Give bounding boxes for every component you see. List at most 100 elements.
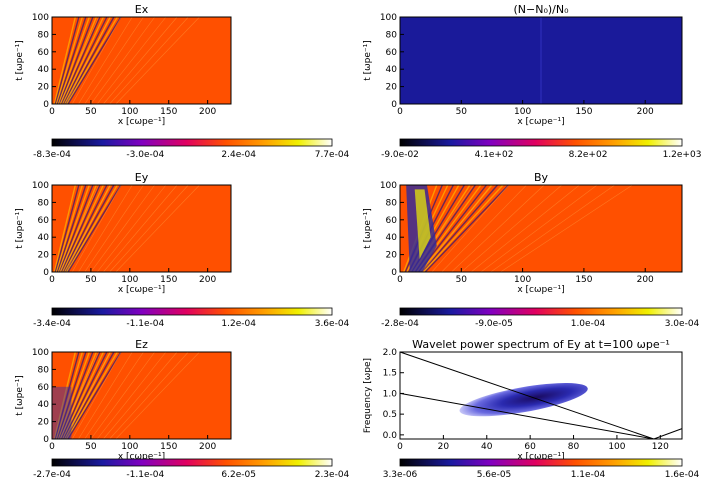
- colorbar-label: 3.6e-04: [315, 319, 350, 329]
- y-tick-label: 1.0: [383, 389, 398, 399]
- x-tick-label: 40: [481, 442, 493, 452]
- y-axis-label: t [ωpe⁻¹]: [363, 40, 373, 81]
- colorbar-label: -8.3e-04: [33, 150, 71, 160]
- panel-title: (N−N₀)/N₀: [513, 3, 569, 16]
- x-tick-label: 200: [199, 275, 216, 285]
- x-axis-label: x [cωpe⁻¹]: [118, 452, 165, 462]
- y-tick-label: 0.5: [383, 410, 397, 420]
- y-tick-label: 40: [38, 65, 50, 75]
- x-tick-label: 150: [160, 275, 177, 285]
- y-tick-label: 60: [386, 216, 398, 226]
- y-tick-label: 20: [38, 251, 50, 261]
- y-tick-label: 0: [391, 268, 397, 278]
- colorbar-label: 2.4e-04: [221, 150, 256, 160]
- colorbar: [51, 138, 333, 147]
- wave-pattern: [403, 184, 633, 273]
- panel-title: Ey: [135, 171, 149, 184]
- y-tick-label: 0: [43, 100, 49, 110]
- x-tick-label: 80: [568, 442, 580, 452]
- panel-title: Wavelet power spectrum of Ey at t=100 ωp…: [412, 338, 670, 351]
- wave-pattern: [53, 16, 200, 105]
- x-tick-label: 100: [121, 275, 138, 285]
- y-tick-label: 0: [43, 435, 49, 445]
- y-tick-label: 60: [38, 216, 50, 226]
- colorbar-label: 5.6e-05: [477, 470, 512, 480]
- plot-frame: [51, 184, 232, 273]
- x-tick-label: 100: [514, 275, 531, 285]
- y-tick-label: 40: [386, 65, 398, 75]
- y-axis-label: Frequency [ωpe]: [363, 358, 373, 433]
- colorbar-label: 3.0e-04: [665, 319, 700, 329]
- colorbar-label: 1.2e-04: [221, 319, 256, 329]
- colorbar: [51, 458, 333, 467]
- colorbar: [399, 307, 683, 316]
- y-tick-label: 20: [38, 83, 50, 93]
- x-tick-label: 100: [514, 107, 531, 117]
- colorbar-label: 1.2e+03: [663, 150, 702, 160]
- x-tick-label: 150: [160, 442, 177, 452]
- colorbar-label: -9.0e-02: [381, 150, 419, 160]
- y-tick-label: 100: [380, 181, 397, 191]
- x-tick-label: 0: [397, 275, 403, 285]
- x-tick-label: 50: [456, 275, 468, 285]
- y-tick-label: 80: [38, 198, 50, 208]
- panel-title: By: [534, 171, 549, 184]
- x-tick-label: 120: [652, 442, 669, 452]
- plot-frame: [399, 184, 683, 273]
- y-tick-label: 100: [32, 13, 49, 23]
- colorbar-label: 6.2e-05: [221, 470, 256, 480]
- y-tick-label: 20: [386, 83, 398, 93]
- x-axis-label: x [cωpe⁻¹]: [517, 117, 564, 127]
- x-tick-label: 0: [397, 442, 403, 452]
- y-axis-label: t [ωpe⁻¹]: [15, 375, 25, 416]
- plot-frame: [399, 351, 683, 440]
- colorbar-label: 7.7e-04: [315, 150, 350, 160]
- x-tick-label: 150: [575, 275, 592, 285]
- colorbar-label: -2.8e-04: [381, 319, 419, 329]
- y-tick-label: 0: [43, 268, 49, 278]
- colorbar-label: 1.6e-04: [665, 470, 700, 480]
- x-tick-label: 0: [49, 442, 55, 452]
- plot-frame: [399, 16, 683, 105]
- x-tick-label: 200: [199, 107, 216, 117]
- y-tick-label: 40: [386, 233, 398, 243]
- x-tick-label: 50: [456, 107, 468, 117]
- y-tick-label: 60: [386, 48, 398, 58]
- y-tick-label: 100: [32, 181, 49, 191]
- colorbar-label: 1.0e-04: [571, 319, 606, 329]
- y-tick-label: 80: [38, 365, 50, 375]
- colorbar-label: 2.3e-04: [315, 470, 350, 480]
- y-tick-label: 100: [32, 348, 49, 358]
- colorbar-label: -3.4e-04: [33, 319, 71, 329]
- y-tick-label: 80: [38, 30, 50, 40]
- colorbar-label: -2.7e-04: [33, 470, 71, 480]
- y-tick-label: 0.0: [383, 431, 398, 441]
- y-tick-label: 20: [386, 251, 398, 261]
- wave-pattern: [52, 351, 200, 440]
- power-blob: [459, 382, 588, 417]
- guide-line-0: [399, 351, 654, 440]
- x-tick-label: 0: [49, 107, 55, 117]
- plot-frame: [51, 351, 232, 440]
- x-tick-label: 20: [438, 442, 450, 452]
- x-tick-label: 200: [637, 107, 654, 117]
- panel-title: Ex: [135, 3, 149, 16]
- y-tick-label: 1.5: [383, 369, 397, 379]
- colorbar-label: 4.1e+02: [475, 150, 514, 160]
- colorbar: [399, 138, 683, 147]
- x-tick-label: 200: [637, 275, 654, 285]
- guide-line-2: [653, 428, 683, 440]
- y-tick-label: 60: [38, 48, 50, 58]
- colorbar: [51, 307, 333, 316]
- x-axis-label: x [cωpe⁻¹]: [118, 285, 165, 295]
- x-tick-label: 150: [575, 107, 592, 117]
- plot-area: [400, 185, 682, 272]
- x-tick-label: 100: [608, 442, 625, 452]
- x-tick-label: 60: [524, 442, 536, 452]
- y-tick-label: 100: [380, 13, 397, 23]
- guide-line-1: [399, 392, 654, 440]
